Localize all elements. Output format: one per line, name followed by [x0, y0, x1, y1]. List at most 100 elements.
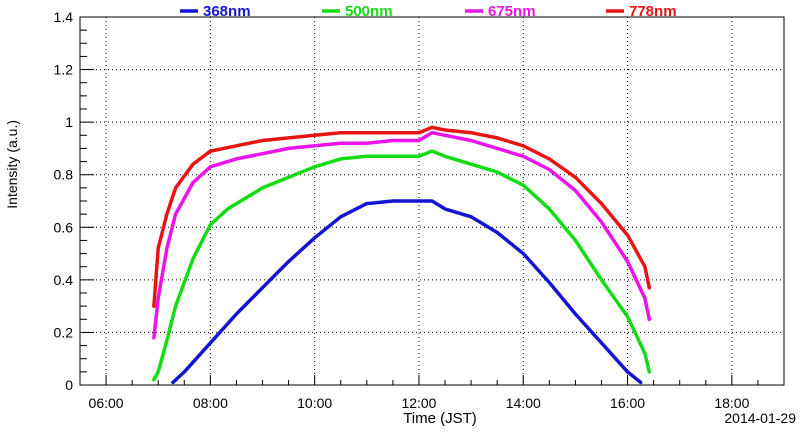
data-point	[287, 175, 291, 179]
data-point	[260, 286, 265, 290]
data-point	[647, 317, 651, 321]
date-label: 2014-01-29	[724, 410, 796, 426]
data-point	[243, 196, 247, 200]
x-tick-label: 08:00	[193, 395, 228, 411]
data-point	[521, 183, 525, 187]
data-point	[313, 165, 317, 169]
data-point	[287, 259, 291, 264]
data-point	[626, 233, 630, 237]
data-point	[339, 157, 343, 161]
data-point	[495, 136, 499, 140]
data-point	[208, 341, 212, 345]
data-point	[443, 128, 447, 132]
y-tick-label: 1.4	[54, 9, 74, 25]
data-point	[165, 212, 169, 216]
x-tick-label: 06:00	[89, 395, 124, 411]
series-675nm	[152, 130, 652, 340]
data-point	[156, 296, 160, 300]
data-point	[547, 157, 551, 161]
data-point	[365, 141, 369, 145]
data-point	[208, 165, 212, 169]
data-point	[234, 157, 238, 161]
data-point	[391, 154, 395, 158]
legend-label: 500nm	[345, 3, 393, 20]
data-point	[495, 230, 499, 235]
y-tick-label: 0.8	[54, 167, 74, 183]
data-point	[287, 146, 291, 150]
data-point	[174, 212, 178, 216]
data-point	[469, 215, 473, 219]
y-axis-label: Intensity (a.u.)	[4, 120, 20, 209]
data-point	[313, 133, 317, 137]
data-point	[152, 378, 156, 382]
y-tick-label: 0	[65, 377, 73, 393]
data-point	[339, 141, 343, 145]
y-tick-label: 1	[65, 114, 73, 130]
data-point	[521, 144, 525, 148]
data-point	[226, 207, 230, 211]
data-point	[547, 167, 551, 172]
data-point	[626, 259, 630, 264]
data-point	[443, 154, 447, 158]
data-point	[547, 207, 551, 211]
data-point	[260, 138, 265, 143]
data-point	[430, 149, 434, 153]
data-point	[191, 181, 195, 185]
legend-label: 368nm	[203, 3, 251, 20]
y-tick-label: 1.2	[54, 62, 74, 78]
data-point	[165, 338, 169, 342]
legend-label: 675nm	[488, 3, 536, 20]
data-point	[191, 162, 195, 166]
data-point	[573, 175, 578, 179]
data-point	[643, 265, 647, 269]
data-point	[573, 188, 578, 193]
data-point	[171, 380, 175, 384]
data-point	[495, 170, 499, 174]
data-point	[469, 162, 473, 166]
data-point	[391, 131, 395, 135]
data-point	[417, 131, 421, 135]
data-point	[573, 238, 578, 242]
data-point	[443, 133, 447, 137]
data-point	[547, 280, 551, 285]
data-point	[152, 336, 156, 340]
legend: 368nm 500nm 675nm 778nm	[180, 3, 677, 20]
data-point	[417, 138, 421, 143]
data-point	[234, 144, 238, 148]
x-axis-label: Time (JST)	[403, 410, 477, 427]
data-point	[313, 236, 317, 240]
data-point	[469, 131, 473, 135]
y-tick-label: 0.2	[54, 324, 74, 340]
data-point	[156, 370, 160, 374]
axis-ticks: 06:00 08:00 10:00 12:00 14:00 16:00 18:00 0 0.2 0…	[54, 9, 785, 411]
data-point	[417, 199, 421, 203]
x-tick-label: 12:00	[401, 395, 436, 411]
y-tick-label: 0.4	[54, 272, 74, 288]
data-point	[521, 154, 525, 158]
data-point	[521, 252, 525, 256]
data-point	[182, 370, 186, 374]
data-point	[208, 149, 212, 153]
data-point	[234, 312, 238, 316]
data-point	[495, 146, 499, 150]
data-point	[626, 370, 630, 374]
data-point	[430, 131, 434, 135]
data-point	[599, 278, 604, 282]
y-tick-label: 0.6	[54, 219, 74, 235]
legend-label: 778nm	[629, 3, 677, 20]
data-point	[365, 202, 369, 206]
data-point	[391, 199, 395, 203]
data-point	[174, 186, 178, 190]
data-point	[443, 207, 447, 211]
data-point	[573, 312, 578, 316]
data-point	[287, 136, 291, 140]
data-point	[260, 152, 265, 156]
data-point	[647, 370, 651, 374]
data-point	[191, 257, 195, 261]
data-point	[430, 125, 434, 129]
data-point	[643, 296, 647, 300]
x-tick-label: 18:00	[714, 395, 749, 411]
series-778nm	[152, 125, 652, 308]
